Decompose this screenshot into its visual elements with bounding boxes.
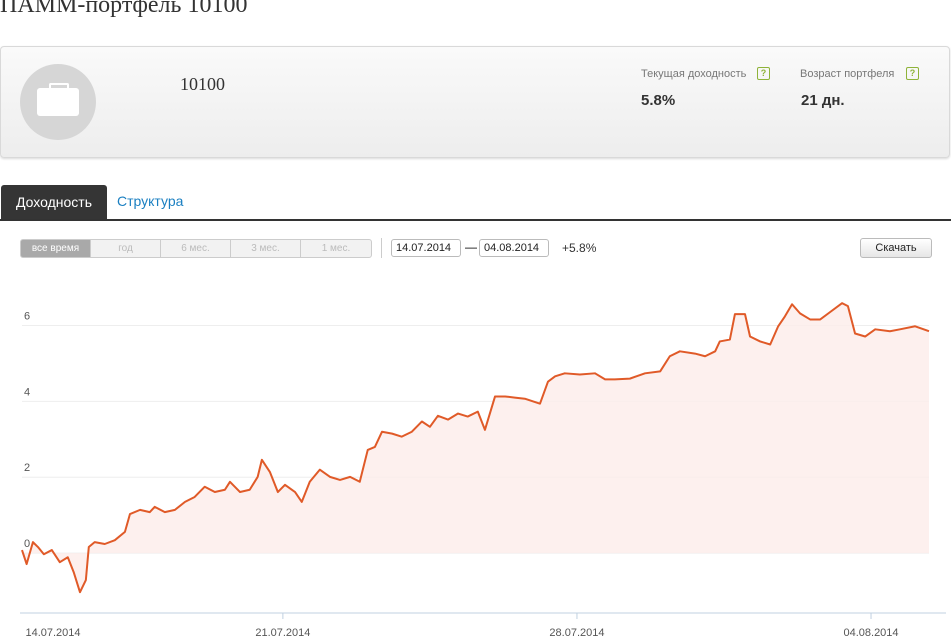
x-tick-label: 14.07.2014 <box>25 627 80 639</box>
tab[interactable]: Структура <box>117 193 184 209</box>
range-button[interactable]: 1 мес. <box>300 239 372 258</box>
stat-value: 21 дн. <box>801 92 845 109</box>
separator <box>381 238 382 258</box>
date-input[interactable]: 04.08.2014 <box>479 239 549 257</box>
stat-label: Текущая доходность <box>641 68 747 80</box>
portfolio-icon <box>20 64 96 140</box>
y-tick-label: 6 <box>24 311 30 323</box>
chart: 0 2 4 6 14.07.2014 21.07.2014 28.07.2014 04.08.… <box>20 302 946 639</box>
tab-active[interactable]: Доходность <box>1 185 107 219</box>
area-fill <box>22 303 929 593</box>
help-icon[interactable]: ? <box>906 67 919 80</box>
date-separator: — <box>465 240 477 254</box>
range-button[interactable]: 3 мес. <box>230 239 301 258</box>
x-tick-label: 28.07.2014 <box>549 627 604 639</box>
change-label: +5.8% <box>562 241 597 255</box>
date-input[interactable]: 14.07.2014 <box>391 239 461 257</box>
range-button[interactable]: все время <box>20 239 91 258</box>
y-tick-label: 2 <box>24 462 30 474</box>
y-tick-label: 4 <box>24 386 30 398</box>
x-tick-label: 21.07.2014 <box>255 627 310 639</box>
line <box>21 302 930 594</box>
help-icon[interactable]: ? <box>757 67 770 80</box>
range-button[interactable]: 6 мес. <box>160 239 231 258</box>
stat-value: 5.8% <box>641 92 676 109</box>
portfolio-card <box>0 46 950 158</box>
stat-label: Возраст портфеля <box>800 68 895 80</box>
portfolio-name: 10100 <box>180 74 225 94</box>
x-tick-label: 04.08.2014 <box>843 627 898 639</box>
page-title: ПАММ-портфель 10100 <box>0 0 248 18</box>
y-tick-label: 0 <box>24 538 30 550</box>
tab-rule <box>0 219 951 221</box>
range-button[interactable]: год <box>90 239 161 258</box>
download-button[interactable]: Скачать <box>860 238 932 258</box>
